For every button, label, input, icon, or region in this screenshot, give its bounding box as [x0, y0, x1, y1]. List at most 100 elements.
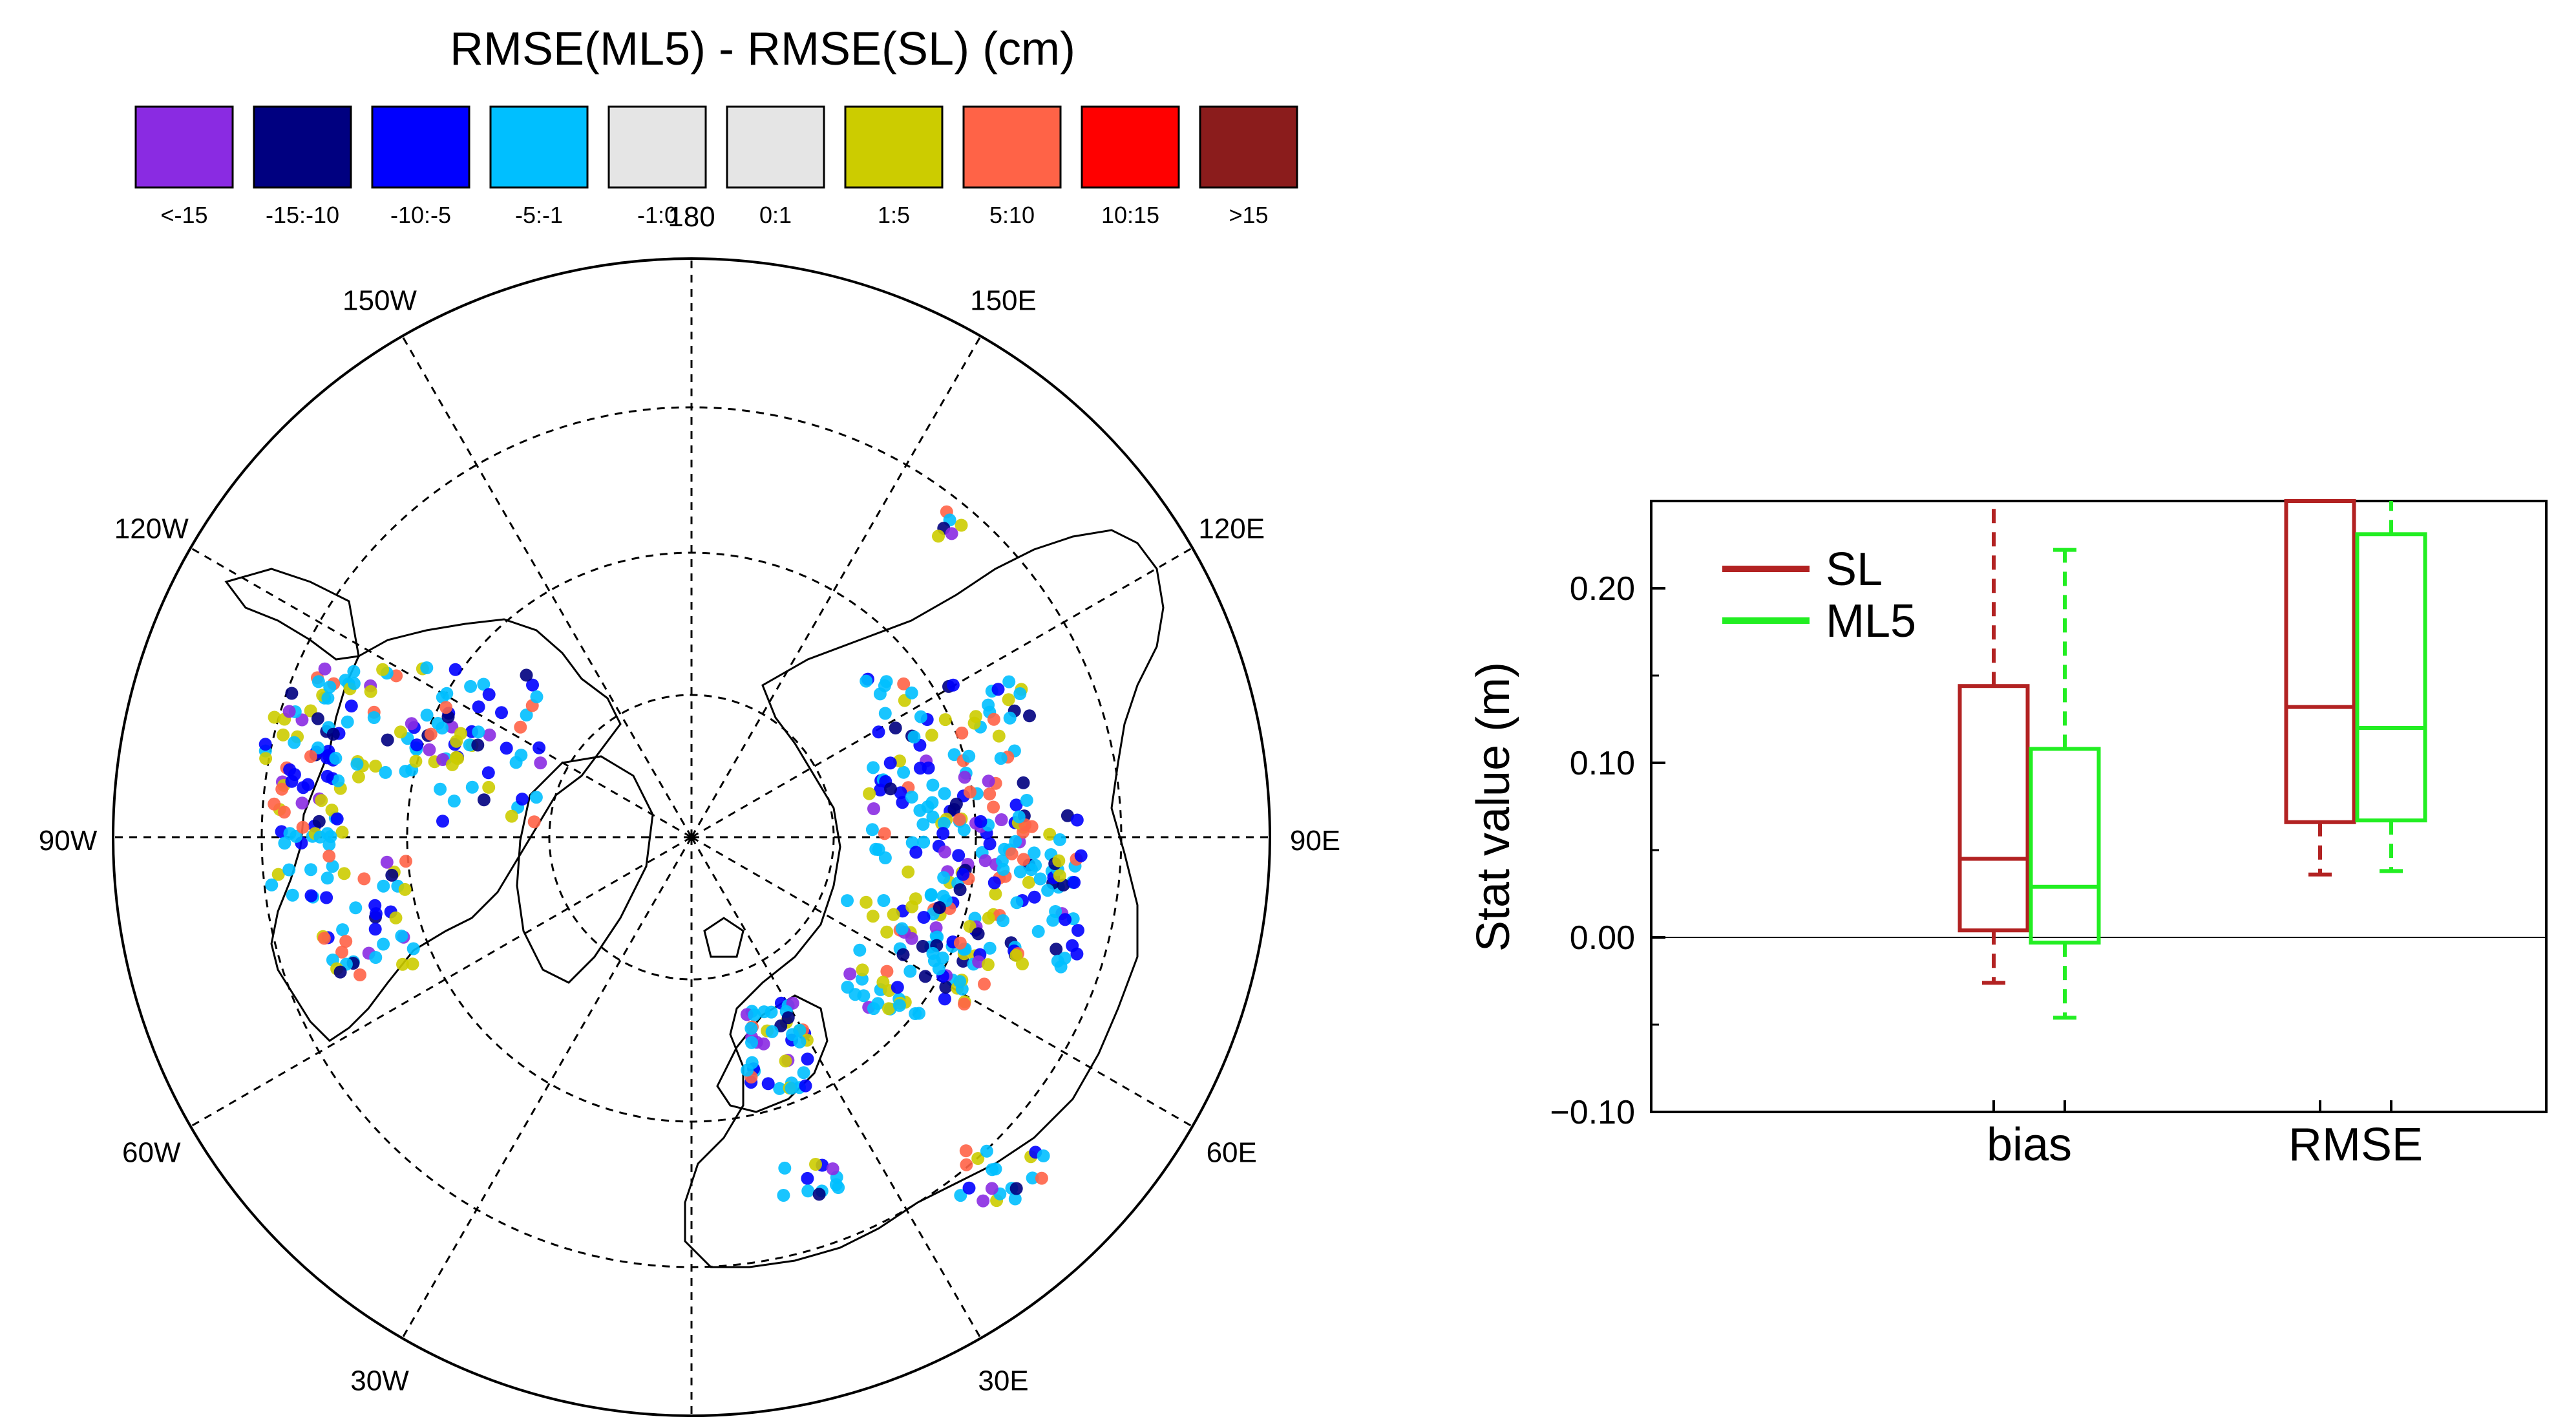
- station-marker: [867, 761, 880, 774]
- station-marker: [1068, 876, 1081, 889]
- station-marker: [958, 771, 971, 784]
- meridian-line: [690, 336, 982, 838]
- station-marker: [464, 679, 478, 693]
- station-marker: [757, 1005, 771, 1019]
- station-marker: [974, 815, 987, 828]
- legend-swatch: [253, 105, 352, 189]
- station-marker: [799, 1079, 812, 1093]
- station-marker: [887, 908, 900, 921]
- meridian-line: [691, 547, 1193, 838]
- legend-swatch: [1199, 105, 1298, 189]
- station-marker: [962, 749, 976, 763]
- map-boundary: [112, 257, 1271, 1417]
- station-marker: [978, 977, 991, 991]
- station-marker: [955, 518, 968, 532]
- legend-bin-label: -15:-10: [266, 202, 339, 228]
- station-marker: [1005, 847, 1019, 860]
- station-marker: [937, 816, 951, 830]
- station-marker: [368, 923, 382, 936]
- station-marker: [364, 685, 377, 698]
- station-marker: [354, 968, 366, 981]
- station-marker: [297, 781, 310, 795]
- station-marker: [982, 912, 995, 925]
- station-marker: [956, 868, 970, 881]
- station-marker: [905, 686, 918, 699]
- station-marker: [1009, 835, 1022, 848]
- station-marker: [482, 688, 496, 701]
- x-category-label: bias: [1987, 1119, 2072, 1171]
- iqr-box: [1958, 684, 2030, 933]
- station-marker: [409, 754, 423, 768]
- x-category-label: RMSE: [2288, 1119, 2423, 1171]
- station-marker: [962, 1181, 976, 1195]
- station-marker: [878, 679, 891, 692]
- plot-frame: [1650, 500, 2548, 1113]
- station-marker: [436, 815, 449, 828]
- station-marker: [933, 901, 946, 914]
- station-marker: [882, 1002, 895, 1016]
- station-marker: [841, 981, 854, 994]
- station-marker: [1017, 853, 1030, 866]
- station-marker: [902, 865, 915, 879]
- station-marker: [989, 887, 1002, 901]
- longitude-labels: 180150E120E90E60E30E030W60W90W120W150W: [39, 201, 1340, 1397]
- station-marker: [983, 787, 997, 801]
- station-marker: [778, 1161, 792, 1175]
- station-marker: [282, 863, 296, 877]
- station-marker: [953, 883, 967, 897]
- station-marker: [971, 1152, 985, 1165]
- longitude-label: 90W: [39, 825, 98, 857]
- station-marker: [514, 720, 527, 734]
- station-marker: [313, 830, 327, 844]
- station-marker: [891, 981, 904, 994]
- station-marker: [477, 793, 491, 807]
- station-marker: [520, 668, 533, 682]
- station-marker: [937, 871, 951, 884]
- station-marker: [777, 1189, 790, 1202]
- station-marker: [1054, 960, 1068, 974]
- station-marker: [440, 687, 454, 700]
- station-marker: [265, 878, 279, 891]
- station-marker: [945, 527, 958, 540]
- station-marker: [321, 871, 334, 885]
- station-marker: [880, 965, 894, 978]
- legend-bin-label: -10:-5: [390, 202, 451, 228]
- station-marker: [1009, 798, 1023, 812]
- station-marker: [1033, 872, 1047, 886]
- station-marker: [268, 710, 281, 724]
- station-marker: [436, 721, 449, 735]
- longitude-label: 150W: [343, 284, 417, 316]
- station-marker: [259, 752, 273, 765]
- station-marker: [781, 1011, 795, 1025]
- station-marker: [1013, 687, 1027, 700]
- station-marker: [913, 804, 927, 817]
- station-marker: [1072, 924, 1084, 937]
- station-marker: [350, 758, 364, 771]
- legend-bin-label: <-15: [160, 202, 207, 228]
- longitude-label: 90E: [1290, 825, 1340, 857]
- boxes: [1958, 499, 2427, 1020]
- station-marker: [913, 1007, 925, 1020]
- alaska-coast: [224, 568, 360, 661]
- legend-swatch: [371, 105, 470, 189]
- longitude-label: 30W: [350, 1365, 409, 1397]
- station-marker: [826, 1162, 839, 1175]
- station-marker: [983, 941, 997, 955]
- station-marker: [926, 810, 940, 824]
- station-marker: [286, 888, 299, 902]
- legend-bins: <-15 -15:-10 -10:-5 -5:-1 -1:0 0:1 1:5 5:10 10:1…: [134, 105, 1298, 228]
- station-marker: [329, 751, 343, 765]
- station-marker: [472, 725, 485, 739]
- station-marker: [259, 738, 272, 751]
- station-marker: [994, 752, 1008, 765]
- station-marker: [860, 895, 873, 909]
- station-marker: [745, 1036, 758, 1049]
- station-marker: [304, 863, 317, 877]
- station-marker: [380, 855, 394, 869]
- station-marker: [1037, 1149, 1050, 1162]
- station-marker: [482, 780, 496, 794]
- station-marker: [295, 796, 309, 810]
- station-marker: [997, 862, 1010, 876]
- station-marker: [914, 710, 927, 723]
